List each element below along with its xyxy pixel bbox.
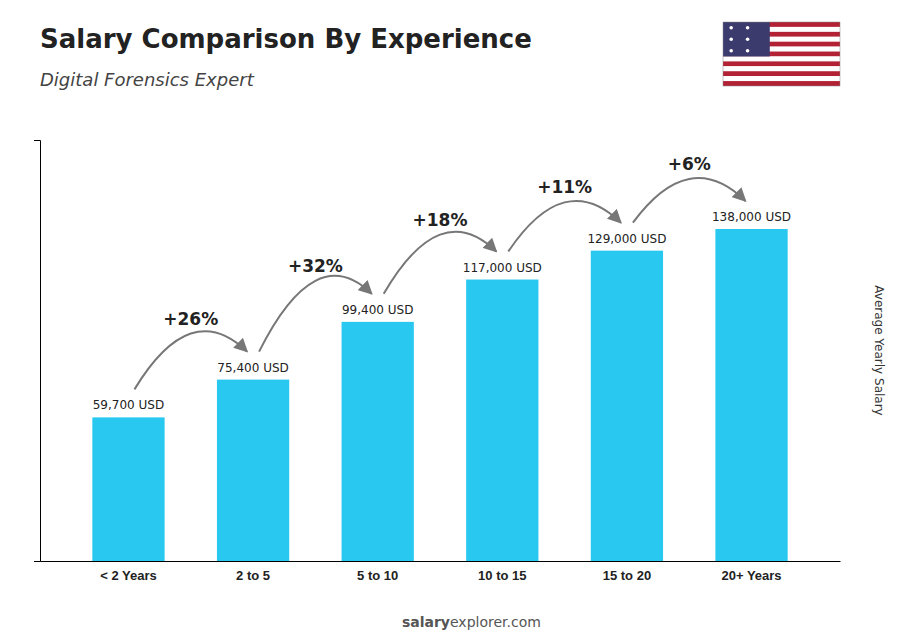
flag-star	[746, 37, 750, 41]
flag-star	[746, 49, 750, 53]
plot: < 2 Years 2 to 5 5 to 10 10 to 15 15 to 20 20…	[34, 141, 841, 584]
flag-stripe	[723, 56, 840, 61]
x-tick: < 2 Years	[100, 568, 157, 583]
watermark: salary	[402, 614, 450, 630]
x-axis: < 2 Years 2 to 5 5 to 10 10 to 15 15 to 20 20…	[41, 562, 841, 584]
data-label: 99,400 USD	[342, 303, 413, 317]
flag-stripe	[723, 71, 840, 76]
flag-stripe	[723, 81, 840, 86]
x-tick-label: 10 to 15	[478, 568, 526, 583]
watermark: explorer.com	[450, 614, 541, 630]
flag-star	[729, 26, 733, 30]
change-label: +32%	[288, 256, 343, 276]
data-label: 59,700 USD	[93, 398, 164, 412]
annotations: +26% +32% +18% +11% +6%	[134, 154, 745, 389]
flag-stripe	[723, 76, 840, 81]
data-label: 129,000 USD	[587, 232, 666, 246]
change-label: +18%	[413, 210, 468, 230]
chart: Salary Comparison By Experience Digital F…	[0, 0, 900, 641]
y-axis	[34, 141, 41, 562]
x-tick-label: 15 to 20	[603, 568, 651, 583]
change-arc	[134, 331, 247, 389]
y-axis-line	[34, 141, 41, 562]
subtitle: Digital Forensics Expert	[40, 69, 255, 90]
x-tick-label: 5 to 10	[357, 568, 398, 583]
x-tick: 10 to 15	[478, 568, 526, 583]
bar	[217, 380, 289, 561]
x-tick-label: 20+ Years	[721, 568, 781, 583]
bar	[591, 251, 663, 561]
change-arc	[633, 178, 746, 223]
change-label: +6%	[668, 154, 711, 174]
flag-star	[746, 26, 750, 30]
data-labels: 59,700 USD 75,400 USD 99,400 USD 117,000 US…	[93, 210, 791, 412]
x-tick: 2 to 5	[236, 568, 270, 583]
data-label: 138,000 USD	[712, 210, 791, 224]
flag-stripe	[723, 66, 840, 71]
x-tick: 20+ Years	[721, 568, 781, 583]
change-arc	[259, 276, 372, 352]
flag-canton	[723, 22, 770, 56]
data-label: 117,000 USD	[463, 261, 542, 275]
flag-border	[723, 22, 840, 86]
flag-star	[729, 49, 733, 53]
flag-star	[729, 37, 733, 41]
x-tick: 5 to 10	[357, 568, 398, 583]
x-tick-label: < 2 Years	[100, 568, 157, 583]
bar	[342, 322, 414, 561]
bar	[92, 417, 164, 561]
bar	[466, 280, 538, 561]
change-arc	[384, 232, 497, 294]
change-arc	[508, 201, 621, 252]
title: Salary Comparison By Experience	[40, 24, 532, 54]
bar	[715, 229, 787, 561]
flag-stripe	[723, 61, 840, 66]
data-label: 75,400 USD	[217, 361, 288, 375]
y-axis-title: Average Yearly Salary	[872, 285, 886, 415]
bars	[92, 229, 787, 561]
flag	[723, 22, 840, 86]
x-axis-line	[41, 561, 841, 562]
x-tick-label: 2 to 5	[236, 568, 270, 583]
change-label: +11%	[537, 177, 592, 197]
x-tick: 15 to 20	[603, 568, 651, 583]
change-label: +26%	[163, 309, 218, 329]
